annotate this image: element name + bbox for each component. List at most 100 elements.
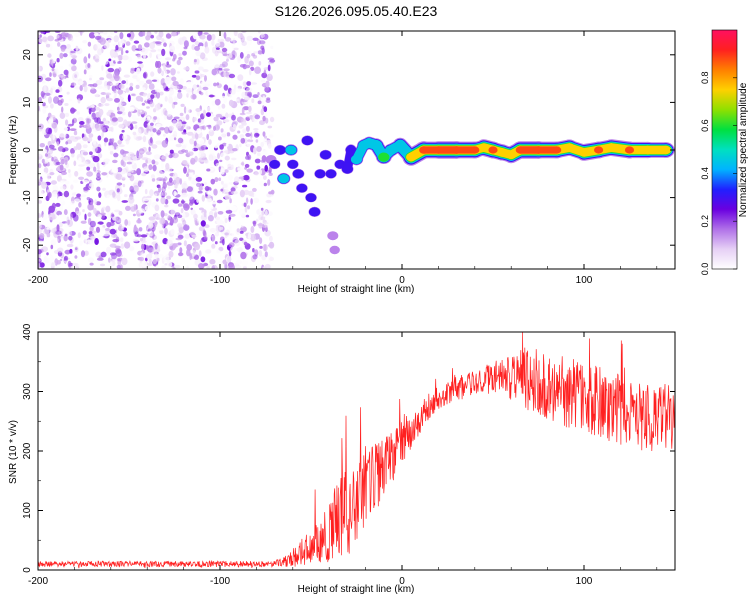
noise-speckle bbox=[76, 142, 82, 150]
noise-speckle bbox=[177, 150, 185, 155]
noise-speckle bbox=[203, 159, 210, 164]
noise-speckle bbox=[88, 53, 91, 59]
noise-speckle bbox=[93, 44, 98, 51]
noise-speckle bbox=[109, 261, 113, 267]
noise-speckle bbox=[55, 89, 60, 93]
noise-speckle bbox=[45, 57, 51, 65]
noise-speckle bbox=[156, 78, 160, 83]
noise-speckle bbox=[223, 84, 229, 91]
noise-speckle bbox=[259, 169, 263, 175]
noise-speckle bbox=[213, 82, 217, 87]
colorbar-label: Normalized spectral amplitude bbox=[738, 82, 749, 217]
noise-speckle bbox=[38, 151, 42, 157]
noise-speckle bbox=[38, 96, 42, 103]
noise-speckle bbox=[223, 215, 227, 219]
noise-speckle bbox=[181, 144, 187, 149]
noise-speckle bbox=[136, 67, 141, 75]
noise-speckle bbox=[263, 175, 267, 181]
noise-speckle bbox=[265, 112, 268, 117]
noise-speckle bbox=[79, 121, 85, 125]
noise-speckle bbox=[162, 171, 168, 176]
noise-speckle bbox=[247, 139, 254, 143]
noise-speckle bbox=[180, 103, 185, 107]
noise-speckle bbox=[177, 92, 183, 99]
noise-speckle bbox=[203, 109, 206, 118]
noise-speckle bbox=[106, 246, 111, 254]
noise-speckle bbox=[95, 226, 101, 233]
noise-speckle bbox=[149, 189, 154, 197]
noise-speckle bbox=[148, 259, 152, 264]
noise-speckle bbox=[62, 53, 68, 58]
noise-speckle bbox=[252, 248, 255, 253]
noise-speckle bbox=[61, 153, 64, 157]
noise-speckle bbox=[38, 223, 42, 230]
noise-speckle bbox=[169, 45, 176, 53]
noise-speckle bbox=[208, 263, 213, 267]
noise-speckle bbox=[205, 147, 208, 150]
noise-speckle bbox=[206, 112, 211, 117]
noise-speckle bbox=[70, 213, 73, 220]
noise-speckle bbox=[78, 80, 84, 85]
noise-speckle bbox=[195, 50, 201, 57]
noise-speckle bbox=[109, 243, 117, 248]
noise-speckle bbox=[249, 136, 252, 141]
noise-speckle bbox=[189, 138, 195, 145]
noise-speckle bbox=[165, 153, 169, 158]
noise-speckle bbox=[268, 166, 272, 174]
noise-speckle bbox=[150, 71, 155, 77]
noise-speckle bbox=[235, 259, 243, 265]
noise-speckle bbox=[164, 227, 168, 235]
noise-speckle bbox=[97, 214, 102, 219]
noise-speckle bbox=[247, 91, 253, 98]
noise-speckle bbox=[259, 180, 264, 187]
noise-speckle bbox=[58, 95, 63, 98]
noise-speckle bbox=[69, 135, 76, 141]
noise-speckle bbox=[143, 128, 148, 135]
noise-speckle bbox=[183, 106, 187, 114]
noise-speckle bbox=[98, 108, 104, 116]
noise-speckle bbox=[135, 136, 142, 141]
noise-speckle bbox=[246, 141, 252, 147]
noise-speckle bbox=[60, 158, 65, 165]
noise-speckle bbox=[85, 239, 92, 245]
noise-speckle bbox=[56, 210, 62, 216]
noise-speckle bbox=[185, 124, 189, 131]
noise-speckle bbox=[93, 55, 96, 60]
noise-speckle bbox=[209, 259, 216, 265]
noise-speckle bbox=[220, 152, 227, 158]
noise-speckle bbox=[239, 143, 242, 148]
noise-speckle bbox=[59, 65, 64, 71]
noise-speckle bbox=[134, 152, 138, 156]
noise-speckle bbox=[133, 40, 140, 44]
noise-speckle bbox=[174, 192, 178, 196]
noise-speckle bbox=[59, 133, 65, 138]
snr-background bbox=[38, 332, 675, 570]
noise-speckle bbox=[239, 189, 245, 198]
noise-speckle bbox=[181, 131, 187, 135]
noise-speckle bbox=[66, 243, 74, 248]
noise-speckle bbox=[154, 31, 158, 34]
noise-speckle bbox=[44, 234, 48, 240]
noise-speckle bbox=[116, 182, 123, 186]
noise-speckle bbox=[80, 194, 87, 197]
noise-speckle bbox=[94, 146, 102, 154]
noise-speckle bbox=[175, 123, 182, 129]
noise-speckle bbox=[46, 233, 51, 238]
noise-speckle bbox=[132, 213, 136, 217]
noise-speckle bbox=[59, 164, 64, 171]
track-blob bbox=[624, 146, 635, 154]
noise-speckle bbox=[218, 136, 222, 141]
noise-speckle bbox=[186, 244, 193, 251]
noise-speckle bbox=[46, 252, 49, 256]
noise-speckle bbox=[241, 107, 245, 114]
noise-speckle bbox=[150, 59, 155, 64]
noise-speckle bbox=[260, 108, 265, 116]
noise-speckle bbox=[258, 250, 263, 257]
noise-speckle bbox=[52, 134, 55, 141]
noise-speckle bbox=[66, 126, 70, 132]
noise-speckle bbox=[133, 225, 138, 232]
colorbar-frame bbox=[711, 29, 738, 270]
noise-speckle bbox=[222, 131, 228, 139]
noise-speckle bbox=[197, 190, 203, 194]
noise-speckle bbox=[159, 97, 163, 105]
